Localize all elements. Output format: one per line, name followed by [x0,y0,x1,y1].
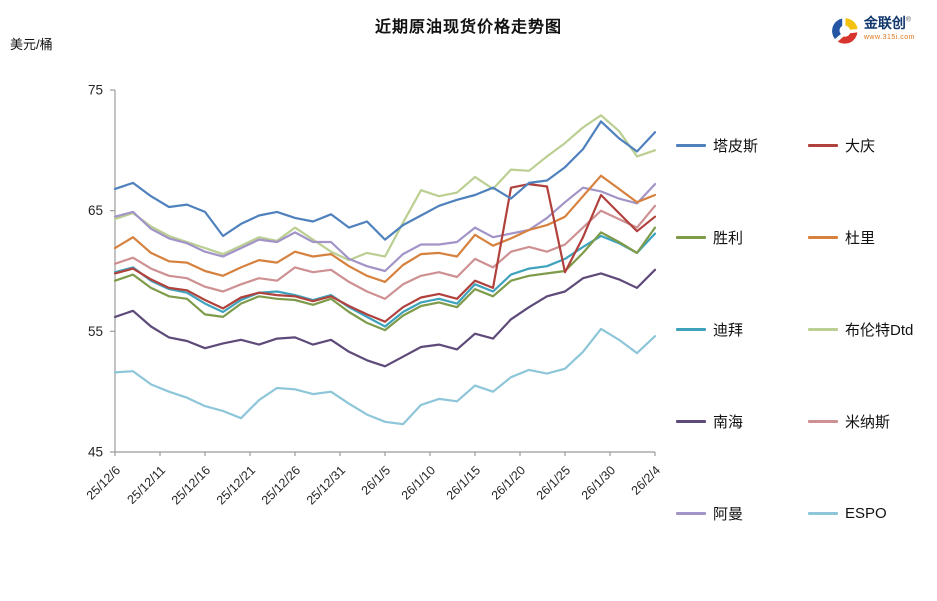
legend-item-阿曼: 阿曼 [676,504,744,523]
page-title: 近期原油现货价格走势图 [374,19,562,36]
series-line-杜里 [113,174,657,283]
x-tick-label: 26/1/15 [444,463,483,502]
legend-label: 杜里 [845,229,876,247]
x-tick-label: 25/12/6 [84,463,123,502]
legend-item-南海: 南海 [676,412,744,431]
y-tick-label: 45 [88,445,103,460]
x-tick-label: 25/12/31 [304,463,348,507]
series-line-塔皮斯 [113,120,657,241]
x-tick-label: 26/1/25 [534,463,573,502]
legend-label: 阿曼 [713,505,744,523]
jlc-url-text: www.315i.com [863,34,915,41]
legend-swatch [676,143,706,147]
x-tick-label: 25/12/11 [124,463,168,507]
legend-swatch [808,511,838,515]
x-tick-label: 26/1/5 [359,463,394,498]
y-tick-label: 65 [88,203,103,218]
jlc-logo: 金联创® www.315i.com [830,16,915,46]
x-tick-label: 26/2/4 [629,463,664,498]
jlc-logo-icon [831,18,858,44]
legend-label: 塔皮斯 [713,137,759,155]
legend-swatch [808,235,838,239]
legend-item-杜里: 杜里 [808,228,876,247]
x-tick-label: 25/12/16 [169,463,213,507]
legend-item-米纳斯: 米纳斯 [808,412,891,431]
legend-label: ESPO [845,504,887,522]
series-line-胜利 [113,226,657,332]
legend-swatch [676,419,706,423]
legend-item-迪拜: 迪拜 [676,320,744,339]
legend-item-胜利: 胜利 [676,228,744,247]
legend-swatch [676,511,706,515]
x-tick-label: 25/12/21 [214,463,258,507]
y-axis-unit-label: 美元/桶 [10,37,53,52]
series-line-阿曼 [113,183,657,273]
y-tick-label: 75 [88,83,103,98]
x-tick-label: 25/12/26 [259,463,303,507]
legend-label: 布伦特Dtd [845,321,914,339]
y-tick-label: 55 [88,324,103,339]
legend-label: 大庆 [845,137,876,155]
series-line-大庆 [113,183,657,323]
legend-item-布伦特Dtd: 布伦特Dtd [808,320,914,339]
legend-label: 胜利 [713,229,744,247]
legend-item-ESPO: ESPO [808,504,887,522]
series-line-布伦特Dtd [113,114,657,262]
series-line-米纳斯 [113,204,657,300]
legend-label: 迪拜 [713,321,744,339]
legend-swatch [808,419,838,423]
series-line-南海 [113,268,657,368]
legend-label: 南海 [713,413,744,431]
x-tick-label: 26/1/30 [579,463,618,502]
legend-item-塔皮斯: 塔皮斯 [676,136,759,155]
x-tick-label: 26/1/20 [489,463,528,502]
jlc-brand-text: 金联创 [863,15,906,31]
series-line-迪拜 [113,232,657,328]
series-line-ESPO [113,327,657,426]
registered-mark: ® [905,16,912,24]
legend-swatch [676,327,706,331]
legend-swatch [676,235,706,239]
x-tick-label: 26/1/10 [399,463,438,502]
legend-swatch [808,143,838,147]
legend-item-大庆: 大庆 [808,136,876,155]
legend-label: 米纳斯 [845,413,891,431]
legend-swatch [808,327,838,331]
